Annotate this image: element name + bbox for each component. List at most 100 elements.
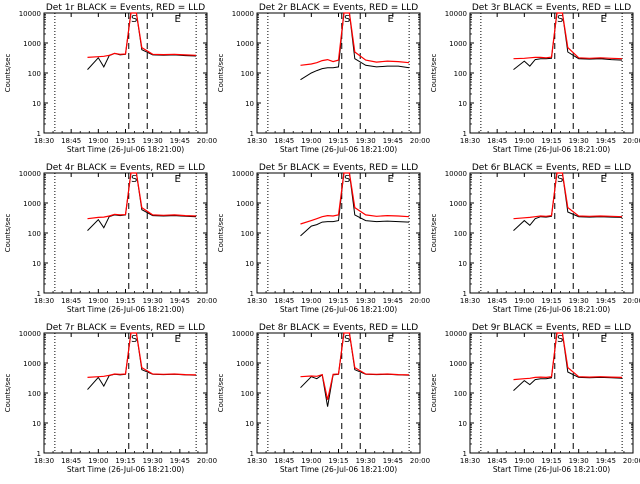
y-tick-label: 1	[250, 130, 254, 138]
x-tick-label: 18:30	[247, 137, 267, 145]
x-tick-label: 18:30	[460, 297, 480, 305]
y-tick-label: 1000	[449, 360, 467, 368]
y-tick-label: 10	[458, 260, 467, 268]
interval-marker-label: S	[344, 334, 350, 345]
panel-frame	[469, 12, 634, 134]
x-tick-label: 18:30	[460, 457, 480, 465]
lld-series-line	[87, 332, 197, 378]
x-tick-label: 19:00	[301, 137, 321, 145]
y-tick-label: 1	[463, 450, 467, 458]
y-tick-label: 10	[245, 420, 254, 428]
y-tick-label: 1000	[449, 40, 467, 48]
x-tick-label: 19:15	[541, 137, 561, 145]
panel-frame	[43, 12, 208, 134]
y-tick-label: 1000	[449, 200, 467, 208]
panel-frame	[256, 172, 421, 294]
x-tick-label: 19:45	[170, 297, 190, 305]
interval-marker-label: S	[557, 14, 563, 25]
x-tick-label: 19:30	[143, 297, 163, 305]
y-tick-label: 100	[454, 230, 467, 238]
x-axis-label: Start Time (26-Jul-06 18:21:00)	[493, 145, 610, 154]
x-tick-label: 19:30	[569, 297, 589, 305]
x-tick-label: 18:30	[460, 137, 480, 145]
x-tick-label: 18:30	[34, 297, 54, 305]
x-tick-label: 19:30	[143, 457, 163, 465]
y-axis-label: Counts/sec	[217, 214, 225, 253]
y-tick-label: 100	[28, 230, 41, 238]
y-tick-label: 10	[32, 420, 41, 428]
interval-marker-label: S	[344, 14, 350, 25]
interval-marker-label: E	[387, 334, 393, 345]
x-axis-label: Start Time (26-Jul-06 18:21:00)	[67, 305, 184, 314]
y-tick-label: 100	[454, 70, 467, 78]
x-tick-label: 19:30	[569, 457, 589, 465]
y-tick-label: 10000	[445, 170, 467, 178]
y-axis-label: Counts/sec	[217, 54, 225, 93]
x-tick-label: 20:00	[197, 297, 217, 305]
x-tick-label: 19:15	[541, 457, 561, 465]
x-tick-label: 18:30	[34, 457, 54, 465]
y-axis-label: Counts/sec	[4, 374, 12, 413]
x-axis-label: Start Time (26-Jul-06 18:21:00)	[280, 145, 397, 154]
y-axis-label: Counts/sec	[430, 214, 438, 253]
x-axis-label: Start Time (26-Jul-06 18:21:00)	[67, 465, 184, 474]
panel-frame	[469, 172, 634, 294]
x-tick-label: 19:15	[115, 457, 135, 465]
interval-marker-label: E	[174, 174, 180, 185]
x-tick-label: 19:45	[383, 137, 403, 145]
y-tick-label: 10	[32, 100, 41, 108]
y-tick-label: 10000	[232, 170, 254, 178]
x-tick-label: 20:00	[623, 297, 640, 305]
interval-marker-label: E	[600, 334, 606, 345]
y-axis-label: Counts/sec	[4, 214, 12, 253]
interval-marker-label: S	[344, 174, 350, 185]
panel-frame	[256, 12, 421, 134]
y-axis-label: Counts/sec	[217, 374, 225, 413]
x-axis-label: Start Time (26-Jul-06 18:21:00)	[280, 305, 397, 314]
lld-series-line	[513, 12, 623, 60]
x-axis-label: Start Time (26-Jul-06 18:21:00)	[280, 465, 397, 474]
x-tick-label: 18:30	[247, 457, 267, 465]
panel-frame	[43, 172, 208, 294]
panel-title: Det 9r BLACK = Events, RED = LLD	[472, 323, 631, 333]
x-tick-label: 19:00	[88, 457, 108, 465]
x-tick-label: 19:30	[569, 137, 589, 145]
x-tick-label: 19:30	[356, 137, 376, 145]
x-tick-label: 19:45	[596, 137, 616, 145]
x-tick-label: 19:00	[301, 457, 321, 465]
x-tick-label: 19:30	[356, 457, 376, 465]
x-axis-label: Start Time (26-Jul-06 18:21:00)	[493, 305, 610, 314]
x-tick-label: 19:00	[88, 297, 108, 305]
x-tick-label: 19:15	[115, 137, 135, 145]
x-tick-label: 19:15	[328, 457, 348, 465]
y-tick-label: 10	[32, 260, 41, 268]
x-tick-label: 20:00	[410, 137, 430, 145]
panel-title: Det 3r BLACK = Events, RED = LLD	[472, 3, 631, 13]
panel-title: Det 6r BLACK = Events, RED = LLD	[472, 163, 631, 173]
panel-title: Det 8r BLACK = Events, RED = LLD	[259, 323, 418, 333]
x-tick-label: 19:00	[301, 297, 321, 305]
y-tick-label: 10000	[445, 330, 467, 338]
x-tick-label: 20:00	[623, 457, 640, 465]
x-axis-label: Start Time (26-Jul-06 18:21:00)	[67, 145, 184, 154]
y-tick-label: 1000	[236, 200, 254, 208]
x-tick-label: 18:45	[61, 297, 81, 305]
lld-series-line	[87, 172, 197, 220]
y-tick-label: 1	[463, 130, 467, 138]
panel-frame	[469, 332, 634, 454]
interval-marker-label: S	[131, 334, 137, 345]
lld-series-line	[513, 172, 623, 220]
y-tick-label: 1000	[236, 360, 254, 368]
x-tick-label: 19:45	[383, 457, 403, 465]
y-tick-label: 10000	[445, 10, 467, 18]
lld-series-line	[513, 332, 623, 381]
interval-marker-label: S	[557, 174, 563, 185]
y-tick-label: 1	[37, 130, 41, 138]
x-tick-label: 18:45	[61, 457, 81, 465]
y-tick-label: 1000	[23, 360, 41, 368]
x-tick-label: 19:00	[88, 137, 108, 145]
lld-series-line	[300, 172, 410, 225]
x-tick-label: 18:45	[274, 137, 294, 145]
x-tick-label: 19:00	[514, 137, 534, 145]
